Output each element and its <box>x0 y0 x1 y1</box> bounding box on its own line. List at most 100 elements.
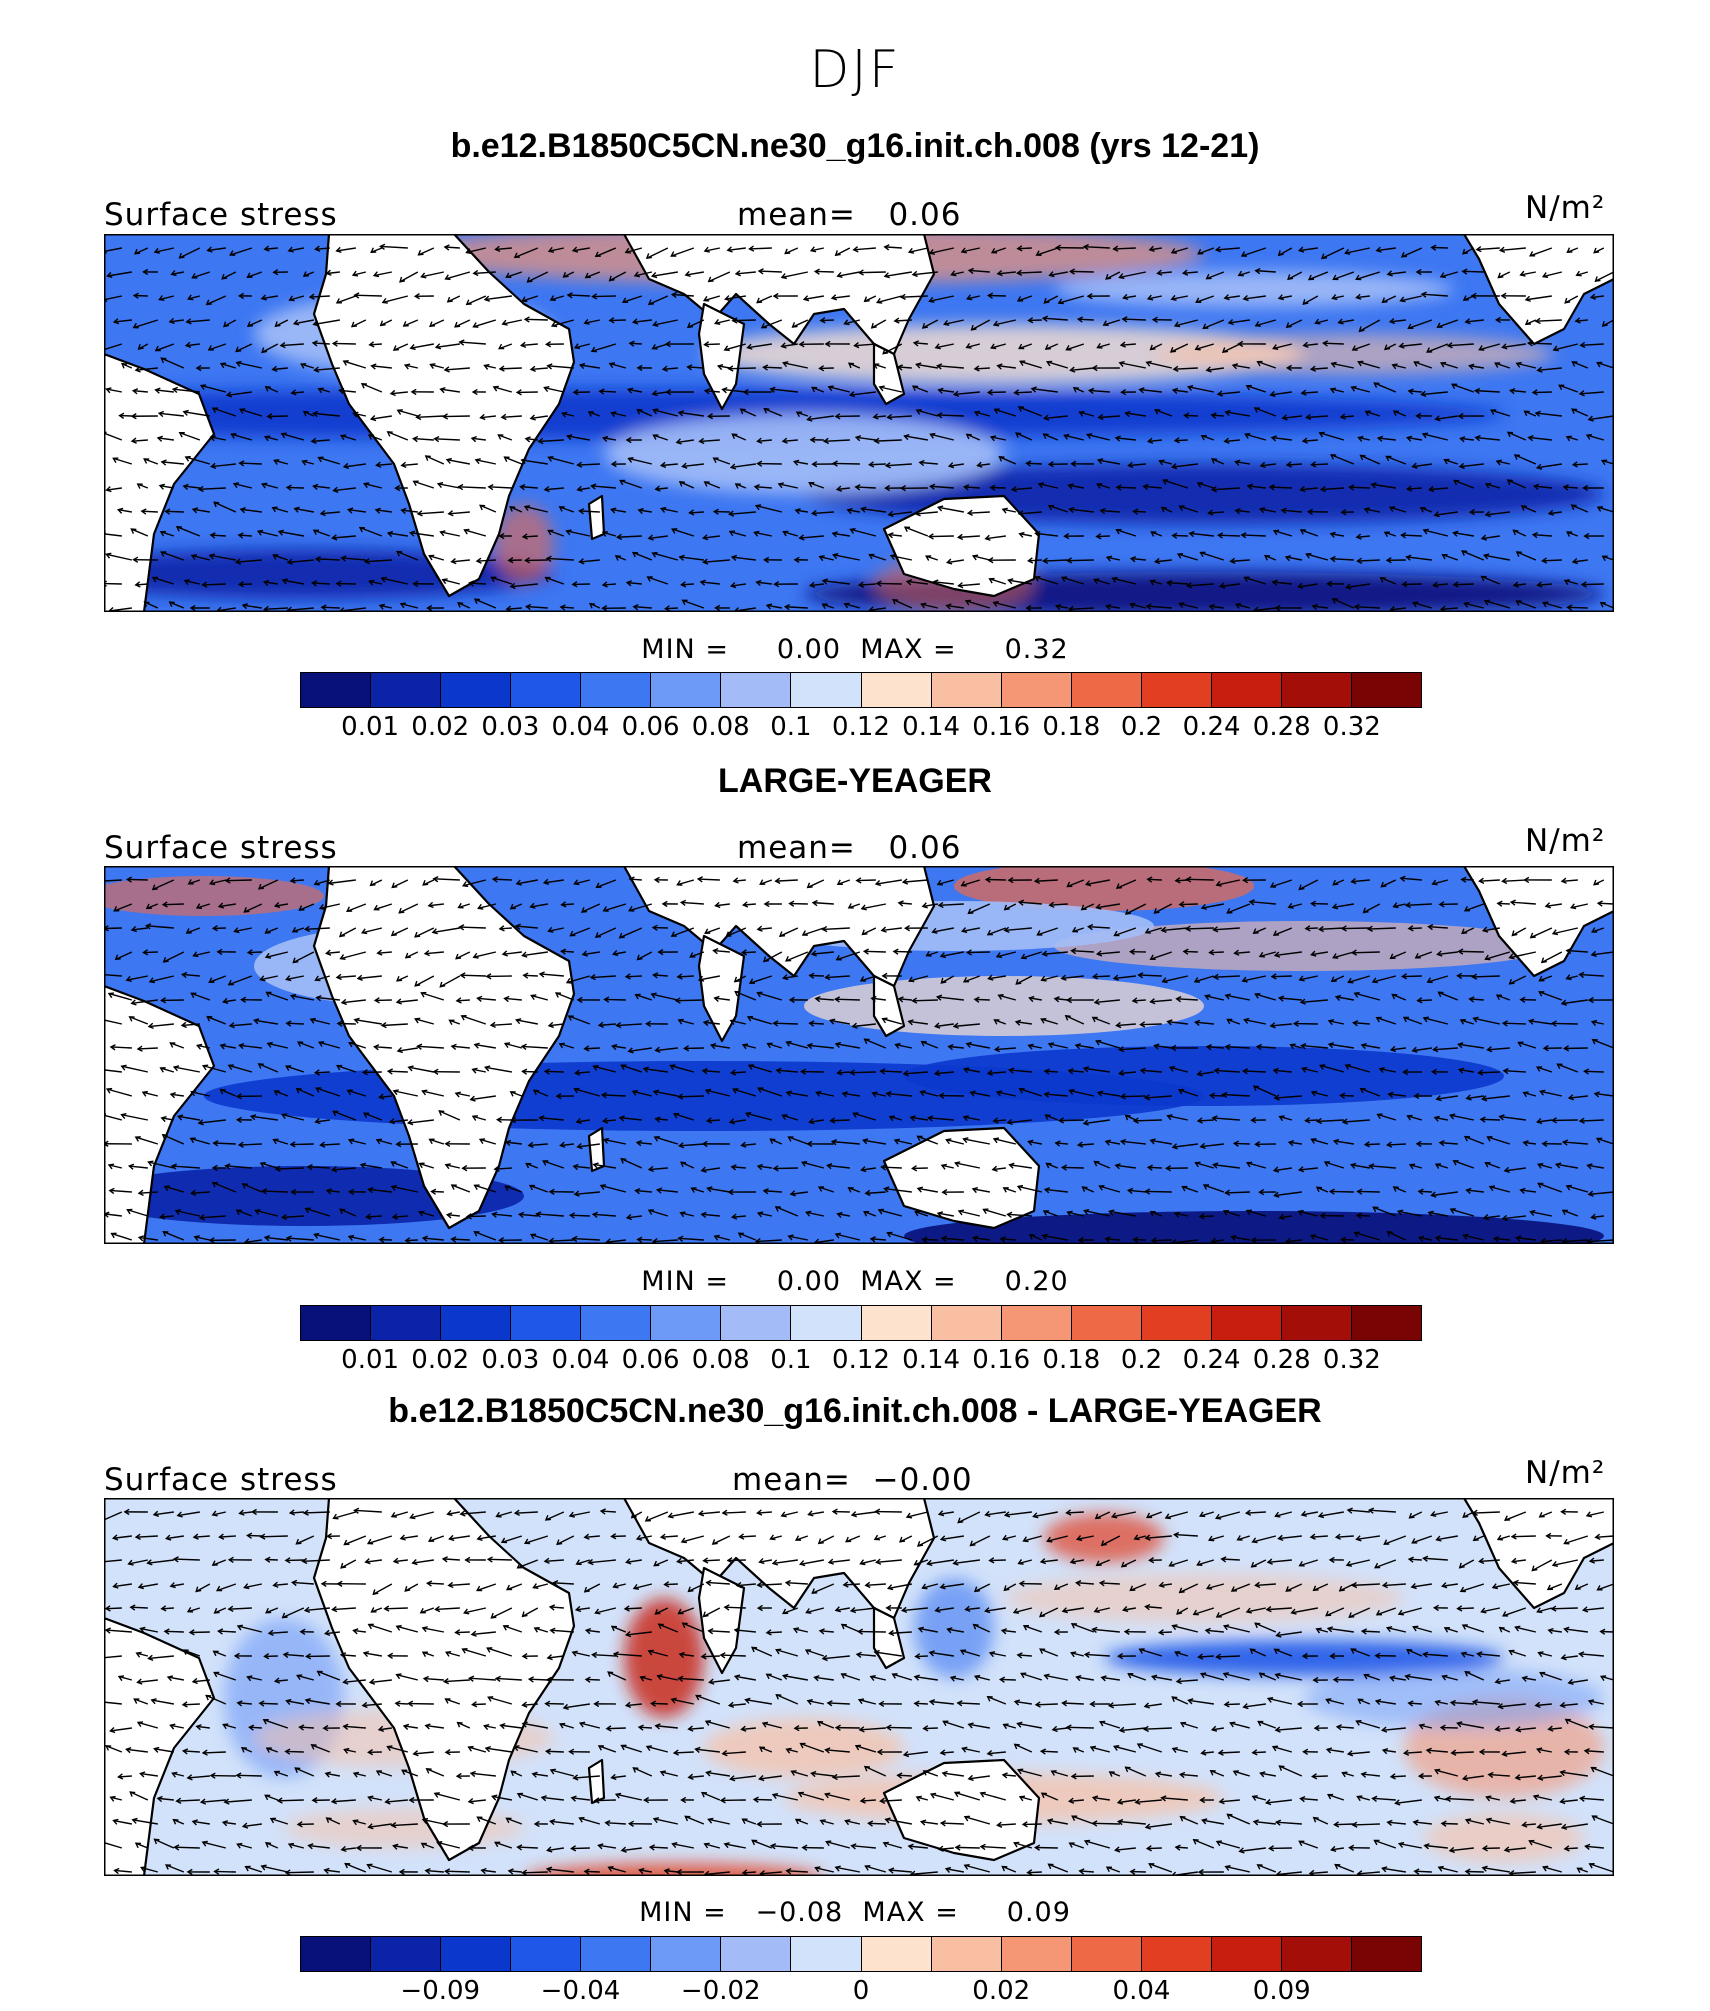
colorbar-tick-label: 0.14 <box>902 712 961 742</box>
colorbar-swatch <box>1351 673 1421 707</box>
colorbar-swatch <box>861 1306 932 1340</box>
colorbar-swatch <box>581 673 652 707</box>
colorbar-tick-label: 0.28 <box>1252 712 1311 742</box>
panel-1-mean-value: 0.06 <box>888 197 962 233</box>
colorbar-swatch <box>721 1937 792 1971</box>
panel-1-variable-label: Surface stress <box>104 197 338 233</box>
colorbar-swatch <box>441 673 512 707</box>
colorbar-swatch <box>511 1937 582 1971</box>
panel-1-minmax: MIN = 0.00 MAX = 0.32 <box>641 634 1069 665</box>
panel-3-mean-value: −0.00 <box>872 1462 973 1498</box>
colorbar-swatch <box>1211 1937 1282 1971</box>
colorbar-swatch <box>581 1306 652 1340</box>
colorbar-swatch <box>1351 1306 1421 1340</box>
panel-1-map <box>104 234 1614 612</box>
colorbar-swatch <box>1211 673 1282 707</box>
colorbar-tick-label: 0.08 <box>691 1345 750 1375</box>
panel-3-units: N/m² <box>1525 1455 1606 1491</box>
colorbar-swatch <box>1141 1306 1212 1340</box>
panel-1-mean-label: mean= 0.06 <box>737 197 962 233</box>
colorbar-swatch <box>861 1937 932 1971</box>
colorbar-tick-label: 0.03 <box>481 1345 540 1375</box>
colorbar-swatch <box>721 673 792 707</box>
panel-3-title: b.e12.B1850C5CN.ne30_g16.init.ch.008 - L… <box>388 1392 1322 1430</box>
panel-3-max-value: 0.09 <box>1006 1897 1071 1928</box>
colorbar-tick-label: 0.06 <box>621 1345 680 1375</box>
panel-3-variable-label: Surface stress <box>104 1462 338 1498</box>
colorbar-tick-label: −0.04 <box>540 1976 621 2006</box>
colorbar-swatch <box>651 1937 722 1971</box>
colorbar-swatch <box>1001 1937 1072 1971</box>
colorbar-swatch <box>721 1306 792 1340</box>
colorbar-swatch <box>371 673 442 707</box>
colorbar-tick-label: −0.02 <box>680 1976 761 2006</box>
colorbar-swatch <box>441 1937 512 1971</box>
colorbar-tick-label: 0.28 <box>1252 1345 1311 1375</box>
colorbar-swatch <box>1211 1306 1282 1340</box>
colorbar-tick-label: 0.16 <box>972 1345 1031 1375</box>
colorbar-tick-label: 0.12 <box>832 1345 890 1375</box>
panel-2-mean-value: 0.06 <box>888 830 962 866</box>
colorbar-tick-label: 0.02 <box>411 1345 470 1375</box>
colorbar-swatch <box>1351 1937 1421 1971</box>
panel-1-title: b.e12.B1850C5CN.ne30_g16.init.ch.008 (yr… <box>450 127 1260 165</box>
panel-2-units: N/m² <box>1525 823 1606 859</box>
colorbar-swatch <box>791 1306 862 1340</box>
colorbar-swatch <box>1071 1937 1142 1971</box>
colorbar-swatch <box>1281 1937 1352 1971</box>
panel-2-min-value: 0.00 <box>776 1266 842 1297</box>
colorbar-swatch <box>1071 1306 1142 1340</box>
panel-3-mean-label: mean= −0.00 <box>732 1462 973 1498</box>
panel-1-colorbar <box>300 672 1422 708</box>
colorbar-tick-label: 0.14 <box>902 1345 961 1375</box>
colorbar-tick-label: 0.1 <box>770 712 812 742</box>
colorbar-tick-label: 0.32 <box>1322 712 1381 742</box>
panel-2-colorbar-ticks: 0.01 0.02 0.03 0.04 0.06 0.08 0.1 0.12 0.14 0.16 0… <box>300 1345 1422 1379</box>
colorbar-swatch <box>1281 673 1352 707</box>
panel-1-colorbar-ticks: 0.01 0.02 0.03 0.04 0.06 0.08 0.1 0.12 0.14 0.16 0… <box>300 712 1422 746</box>
colorbar-tick-label: 0.18 <box>1042 1345 1101 1375</box>
colorbar-tick-label: 0.04 <box>551 712 610 742</box>
colorbar-tick-label: 0.02 <box>972 1976 1031 2006</box>
panel-1-max-value: 0.32 <box>1004 634 1069 665</box>
panel-2-max-value: 0.20 <box>1004 1266 1069 1297</box>
colorbar-tick-label: 0.03 <box>481 712 540 742</box>
panel-1-units: N/m² <box>1525 190 1606 226</box>
page-title: DJF <box>809 40 901 100</box>
colorbar-swatch <box>931 1937 1002 1971</box>
colorbar-swatch <box>1141 1937 1212 1971</box>
panel-3-colorbar-ticks: −0.09 −0.04 −0.02 0 0.02 0.04 0.09 <box>300 1976 1422 2010</box>
panel-2-mean-label: mean= 0.06 <box>737 830 962 866</box>
colorbar-tick-label: 0.32 <box>1322 1345 1381 1375</box>
colorbar-tick-label: −0.09 <box>400 1976 481 2006</box>
colorbar-swatch <box>511 1306 582 1340</box>
colorbar-swatch <box>371 1937 442 1971</box>
colorbar-tick-label: 0.12 <box>832 712 890 742</box>
colorbar-tick-label: 0.1 <box>770 1345 812 1375</box>
colorbar-tick-label: 0.01 <box>341 712 400 742</box>
colorbar-swatch <box>511 673 582 707</box>
colorbar-swatch <box>791 1937 862 1971</box>
colorbar-swatch <box>371 1306 442 1340</box>
colorbar-swatch <box>581 1937 652 1971</box>
colorbar-swatch <box>1281 1306 1352 1340</box>
colorbar-tick-label: 0.18 <box>1042 712 1101 742</box>
colorbar-tick-label: 0.04 <box>551 1345 610 1375</box>
colorbar-tick-label: 0.06 <box>621 712 680 742</box>
colorbar-tick-label: 0.04 <box>1112 1976 1171 2006</box>
colorbar-tick-label: 0.16 <box>972 712 1031 742</box>
colorbar-tick-label: 0.24 <box>1182 1345 1241 1375</box>
colorbar-swatch <box>301 673 372 707</box>
colorbar-tick-label: 0.01 <box>341 1345 400 1375</box>
panel-2-variable-label: Surface stress <box>104 830 338 866</box>
colorbar-tick-label: 0.02 <box>411 712 470 742</box>
colorbar-swatch <box>1071 673 1142 707</box>
panel-2-colorbar <box>300 1305 1422 1341</box>
colorbar-swatch <box>1141 673 1212 707</box>
panel-2-map <box>104 866 1614 1244</box>
colorbar-tick-label: 0.2 <box>1120 712 1163 742</box>
colorbar-tick-label: 0 <box>852 1976 870 2006</box>
colorbar-swatch <box>301 1306 372 1340</box>
panel-3-min-value: −0.08 <box>755 1897 844 1928</box>
colorbar-swatch <box>301 1937 372 1971</box>
